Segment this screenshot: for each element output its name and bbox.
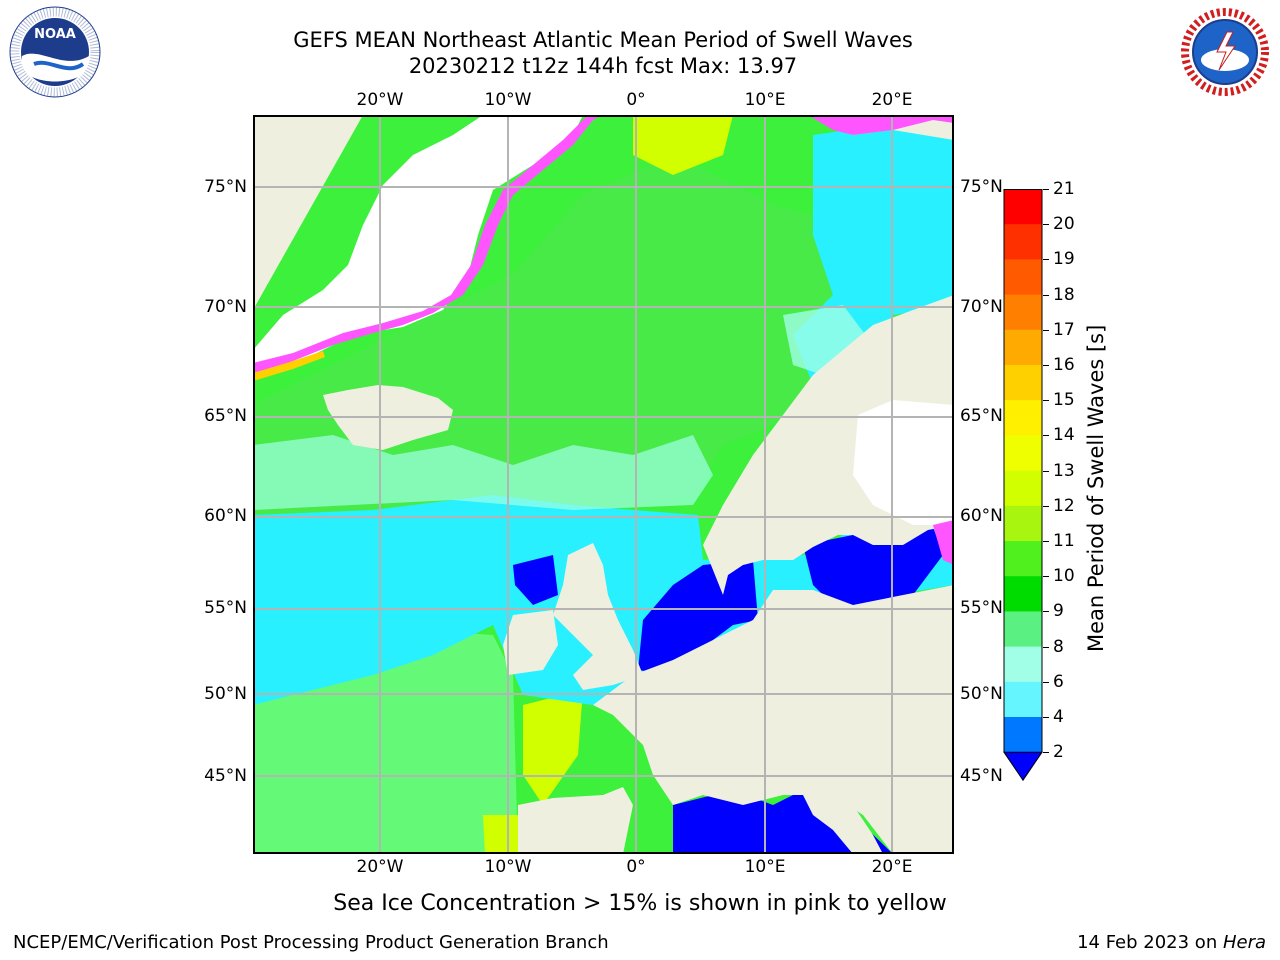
- footer-host: Hera: [1222, 932, 1266, 953]
- colorbar-tick-label: 19: [1053, 249, 1075, 270]
- colorbar-tick-mark: [1043, 400, 1049, 402]
- lon-tick-top-0: 0°: [626, 90, 646, 110]
- colorbar-tick-mark: [1043, 681, 1049, 683]
- swell-region-13s: [633, 115, 733, 175]
- ireland-land: [503, 610, 558, 675]
- colorbar-swatch: [1004, 189, 1042, 225]
- colorbar-tick-label: 14: [1053, 425, 1075, 446]
- lat-tick-left-45n: 45°N: [204, 766, 247, 786]
- colorbar-swatch: [1004, 435, 1042, 472]
- lat-tick-left-65n: 65°N: [204, 406, 247, 426]
- colorbar-tick-mark: [1043, 189, 1049, 190]
- colorbar-tick-label: 15: [1053, 390, 1075, 411]
- lat-tick-left-70n: 70°N: [204, 297, 247, 317]
- lat-tick-left-55n: 55°N: [204, 598, 247, 618]
- sea-ice-edge: [253, 115, 603, 373]
- colorbar-tick-mark: [1043, 576, 1049, 578]
- colorbar-tick-mark: [1043, 541, 1049, 542]
- colorbar-tick-mark: [1043, 505, 1049, 507]
- lat-tick-left-50n: 50°N: [204, 684, 247, 704]
- graticule: [253, 115, 954, 854]
- continental-europe-land: [593, 585, 954, 854]
- colorbar-swatch: [1004, 294, 1042, 331]
- colorbar-swatch: [1004, 365, 1042, 401]
- lon-tick-bottom-20e: 20°E: [871, 857, 913, 877]
- colorbar-tick-mark: [1043, 294, 1049, 296]
- footer-right: 14 Feb 2023 on Hera: [1077, 932, 1266, 954]
- colorbar-tick-label: 9: [1053, 601, 1064, 622]
- great-britain-land: [553, 543, 643, 690]
- lon-tick-bottom-20w: 20°W: [356, 857, 404, 877]
- chart-title-line2: 20230212 t12z 144h fcst Max: 13.97: [408, 54, 798, 78]
- colorbar-tick-label: 11: [1053, 531, 1075, 551]
- lon-tick-bottom-10e: 10°E: [744, 857, 786, 877]
- colorbar-extend-arrow: [1003, 751, 1043, 782]
- colorbar-tick-mark: [1043, 611, 1049, 613]
- lon-tick-bottom-0: 0°: [626, 857, 646, 877]
- lat-tick-left-75n: 75°N: [204, 177, 247, 197]
- map-frame: [253, 115, 954, 854]
- greenland-land: [253, 115, 583, 375]
- colorbar-tick-mark: [1043, 224, 1049, 226]
- colorbar-swatch: [1004, 576, 1042, 612]
- colorbar-swatches: [1003, 189, 1043, 782]
- colorbar-tick-mark: [1043, 365, 1049, 366]
- footer-date: 14 Feb 2023 on: [1077, 932, 1223, 953]
- colorbar-swatch: [1004, 611, 1042, 648]
- sea-ice-note: Sea Ice Concentration > 15% is shown in …: [333, 891, 947, 916]
- colorbar-swatch: [1004, 329, 1042, 366]
- colorbar-swatch: [1004, 681, 1042, 718]
- colorbar-tick-mark: [1043, 752, 1049, 754]
- lat-tick-right-60n: 60°N: [960, 506, 1003, 526]
- iberia-land: [518, 787, 633, 854]
- lat-tick-right-75n: 75°N: [960, 177, 1003, 197]
- lon-tick-top-10w: 10°W: [484, 90, 532, 110]
- colorbar-tick-mark: [1043, 435, 1049, 437]
- colorbar-tick-mark: [1043, 717, 1049, 718]
- lon-tick-top-10e: 10°E: [744, 90, 786, 110]
- colorbar-swatch: [1004, 717, 1042, 753]
- colorbar-tick-mark: [1043, 259, 1049, 261]
- lon-tick-top-20w: 20°W: [356, 90, 404, 110]
- colorbar-tick-mark: [1043, 646, 1049, 648]
- lat-tick-right-50n: 50°N: [960, 684, 1003, 704]
- colorbar-tick-label: 4: [1053, 707, 1064, 727]
- colorbar-swatch: [1004, 646, 1042, 683]
- colorbar-tick-label: 20: [1053, 214, 1075, 235]
- colorbar-swatch: [1004, 505, 1042, 542]
- swell-region-2s: [638, 560, 758, 675]
- colorbar-tick-label: 10: [1053, 566, 1075, 587]
- chart-title-line1: GEFS MEAN Northeast Atlantic Mean Period…: [293, 28, 913, 52]
- colorbar-swatch: [1004, 259, 1042, 296]
- colorbar-swatch: [1004, 541, 1042, 577]
- colorbar-tick-label: 6: [1053, 671, 1064, 692]
- colorbar-tick-label: 12: [1053, 495, 1075, 516]
- colorbar-tick-label: 16: [1053, 355, 1075, 375]
- colorbar-tick-label: 18: [1053, 284, 1075, 305]
- colorbar-tick-label: 2: [1053, 742, 1064, 763]
- lat-tick-right-55n: 55°N: [960, 598, 1003, 618]
- lat-tick-right-65n: 65°N: [960, 406, 1003, 426]
- lat-tick-right-45n: 45°N: [960, 766, 1003, 786]
- lon-tick-top-20e: 20°E: [871, 90, 913, 110]
- nws-logo: [1179, 6, 1271, 98]
- colorbar-swatch: [1004, 224, 1042, 260]
- colorbar-title: Mean Period of Swell Waves [s]: [1084, 324, 1108, 652]
- lon-tick-bottom-10w: 10°W: [484, 857, 532, 877]
- colorbar-tick-mark: [1043, 329, 1049, 331]
- colorbar-tick-label: 8: [1053, 636, 1064, 657]
- swell-period-map: [253, 115, 954, 854]
- colorbar-tick-label: 17: [1053, 319, 1075, 340]
- colorbar-swatch: [1004, 470, 1042, 507]
- colorbar-tick-label: 13: [1053, 460, 1075, 481]
- colorbar-swatch: [1004, 400, 1042, 436]
- colorbar-tick-label: 21: [1053, 179, 1075, 199]
- lat-tick-left-60n: 60°N: [204, 506, 247, 526]
- colorbar: [1003, 189, 1043, 784]
- lat-tick-right-70n: 70°N: [960, 297, 1003, 317]
- noaa-logo: NOAA: [9, 6, 101, 98]
- footer-left: NCEP/EMC/Verification Post Processing Pr…: [13, 932, 609, 953]
- svg-text:NOAA: NOAA: [34, 27, 76, 42]
- colorbar-tick-mark: [1043, 470, 1049, 472]
